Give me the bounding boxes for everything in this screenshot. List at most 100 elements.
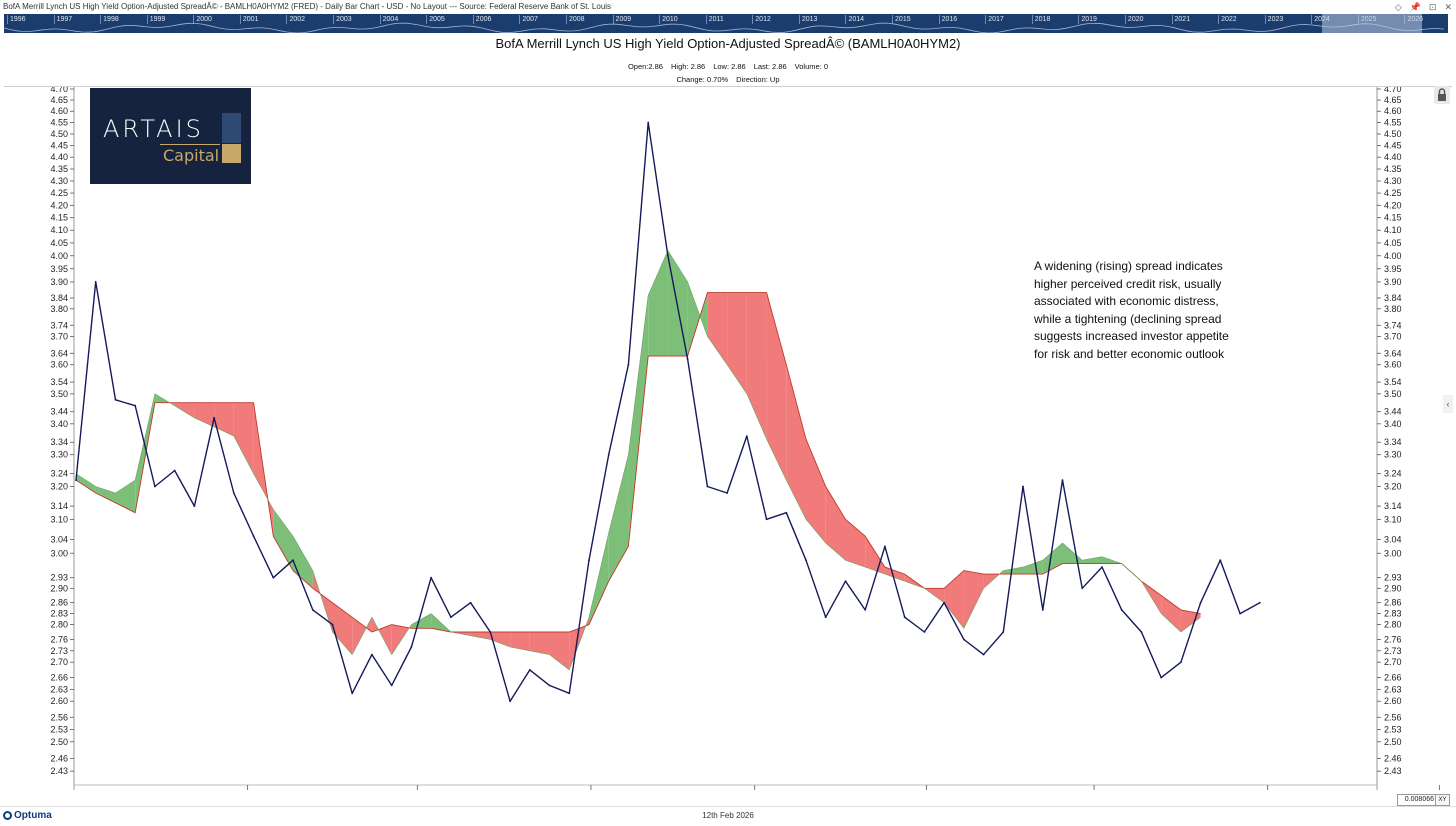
overview-navigator[interactable]: 1996 1997 1998 1999 2000 2001 2002 2003 2004 2005… [4, 14, 1448, 33]
overview-year: 2015 [892, 15, 911, 24]
spread-data-point [1120, 609, 1123, 611]
spread-data-point [686, 358, 689, 360]
spread-data-point [805, 559, 807, 562]
spread-data-point [469, 601, 472, 604]
diamond-icon[interactable]: ◇ [1394, 2, 1402, 12]
y-tick-label-left: 4.40 [50, 152, 68, 162]
y-tick-label-left: 3.95 [50, 264, 68, 274]
cloud-segment-bullish [648, 250, 668, 357]
annotation-line: for risk and better economic outlook [1034, 346, 1225, 361]
ohlc-item: Volume: 0 [794, 62, 829, 71]
spread-data-point [1180, 661, 1182, 664]
y-tick-label-right: 3.95 [1384, 264, 1402, 274]
y-tick-label-right: 2.56 [1384, 712, 1402, 722]
ohlc-row-change: Change: 0.70% Direction: Up [0, 73, 1456, 86]
cloud-segment-bearish [845, 519, 866, 568]
y-tick-label-left: 4.35 [50, 164, 68, 174]
y-tick-label-right: 3.04 [1384, 535, 1402, 545]
spread-data-point [232, 492, 235, 494]
y-tick-label-right: 3.84 [1384, 293, 1402, 303]
cloud-segment-bearish [490, 632, 511, 647]
pin-icon[interactable]: 📌 [1409, 2, 1421, 12]
ohlc-item: Low: 2.86 [713, 62, 746, 71]
cloud-segment-bearish [214, 402, 234, 437]
y-tick-label-right: 4.65 [1384, 95, 1402, 105]
overview-year: 2018 [1031, 15, 1050, 24]
spread-data-point [213, 416, 216, 419]
chart-frame[interactable]: 2.43 2.43 2.46 2.46 2.50 2.50 2.53 2.53 2.56 2.56… [4, 86, 1452, 790]
annotation-line: A widening (rising) spread indicates [1034, 259, 1223, 273]
lock-icon[interactable] [1434, 86, 1450, 104]
cloud-segment-bullish [411, 613, 432, 629]
zoom-value-field[interactable]: 0.008066 [1397, 794, 1436, 806]
overview-year: 2002 [286, 15, 305, 24]
cloud-segment-bullish [628, 295, 649, 547]
y-tick-label-left: 4.50 [50, 129, 68, 139]
y-tick-label-left: 2.56 [50, 712, 68, 722]
spread-data-point [1061, 479, 1064, 481]
overview-mini-line [4, 22, 1445, 33]
restore-icon[interactable]: ⊡ [1428, 2, 1437, 12]
cloud-segment-bullish [293, 536, 313, 589]
current-date-label: 12th Feb 2026 [702, 811, 754, 820]
spread-data-point [765, 518, 768, 521]
overview-year: 2004 [379, 15, 398, 24]
chart-title: BofA Merrill Lynch US High Yield Option-… [495, 36, 961, 51]
y-tick-label-left: 3.04 [50, 535, 68, 545]
y-tick-label-right: 3.74 [1384, 320, 1402, 330]
chevron-left-icon[interactable]: ‹ [1443, 395, 1453, 413]
overview-year: 2016 [938, 15, 957, 24]
y-tick-label-left: 3.50 [50, 389, 68, 399]
ohlc-readout: Open:2.86 High: 2.86 Low: 2.86 Last: 2.86 Vo… [0, 60, 1456, 86]
cloud-base-line [75, 292, 1201, 633]
y-tick-label-left: 4.05 [50, 238, 68, 248]
y-tick-label-right: 3.24 [1384, 469, 1402, 479]
y-tick-label-right: 4.40 [1384, 152, 1402, 162]
cloud-segment-bearish [707, 292, 728, 365]
spread-data-point [134, 404, 137, 407]
y-tick-label-right: 2.60 [1384, 696, 1402, 706]
logo-divider [160, 144, 220, 145]
overview-visible-range[interactable] [1322, 14, 1422, 33]
overview-year: 2007 [519, 15, 538, 24]
annotation-line: associated with economic distress, [1034, 294, 1219, 308]
y-tick-label-right: 3.64 [1384, 348, 1402, 358]
ohlc-item: Change: 0.70% [676, 75, 729, 84]
y-tick-label-left: 3.64 [50, 348, 68, 358]
y-tick-label-right: 3.54 [1384, 377, 1402, 387]
xy-toggle-button[interactable]: XY [1435, 794, 1450, 806]
spread-data-point [509, 700, 511, 703]
y-tick-label-left: 4.60 [50, 106, 68, 116]
spread-data-point [568, 692, 571, 695]
annotation-line: while a tightening (declining spread [1034, 311, 1222, 326]
overview-year: 1997 [53, 15, 72, 24]
cloud-segment-bullish [1003, 567, 1023, 575]
y-tick-label-right: 2.73 [1384, 646, 1402, 656]
spread-data-point [903, 616, 906, 619]
overview-year: 2003 [333, 15, 352, 24]
y-tick-label-right: 4.30 [1384, 176, 1402, 186]
spread-data-point [864, 609, 867, 611]
y-tick-label-left: 4.15 [50, 213, 68, 223]
spread-data-point [252, 535, 255, 538]
y-tick-label-left: 3.70 [50, 331, 68, 341]
y-tick-label-right: 2.50 [1384, 737, 1402, 747]
price-chart[interactable]: 2.43 2.43 2.46 2.46 2.50 2.50 2.53 2.53 2.56 2.56… [4, 87, 1452, 790]
spread-data-point [706, 485, 709, 488]
close-icon[interactable]: ✕ [1444, 2, 1452, 12]
y-tick-label-right: 3.90 [1384, 277, 1402, 287]
overview-year: 2001 [239, 15, 258, 24]
cloud-segment-bearish [766, 292, 787, 481]
y-tick-label-left: 2.50 [50, 737, 68, 747]
y-tick-label-right: 4.00 [1384, 251, 1402, 261]
spread-data-point [1199, 601, 1202, 604]
y-tick-label-right: 2.76 [1384, 634, 1402, 644]
spread-data-point [390, 684, 393, 687]
y-tick-label-right: 2.93 [1384, 573, 1402, 583]
spread-data-point [1219, 559, 1222, 562]
y-tick-label-left: 3.10 [50, 514, 68, 524]
y-tick-label-right: 2.83 [1384, 609, 1402, 619]
spread-data-point [982, 653, 985, 656]
y-tick-label-right: 4.20 [1384, 200, 1402, 210]
spread-data-point [154, 485, 156, 488]
